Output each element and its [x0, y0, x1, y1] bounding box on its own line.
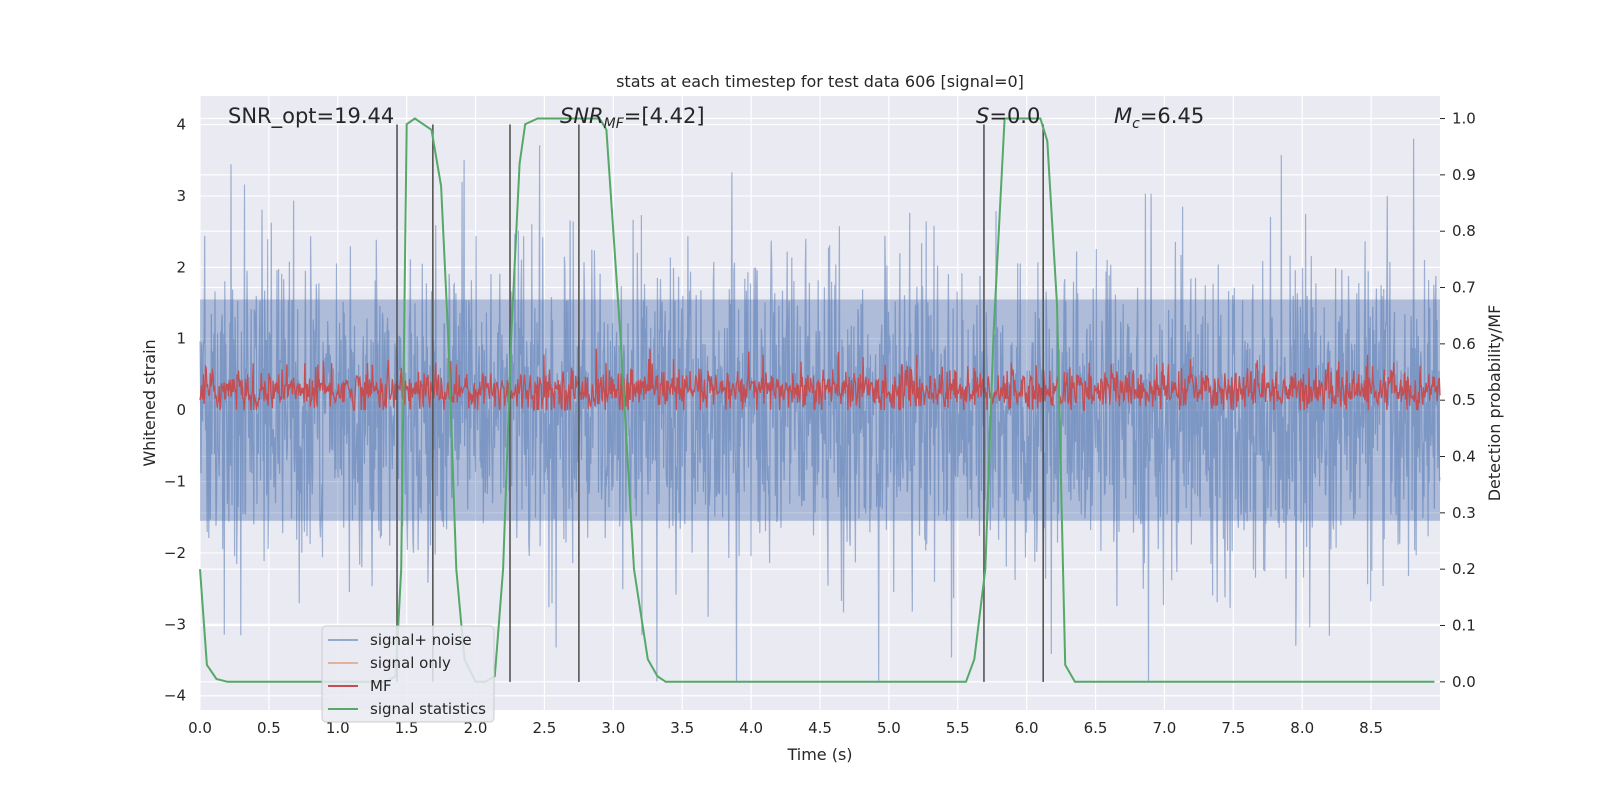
- mf-line: [199, 348, 1441, 412]
- x-tick-label: 3.0: [601, 719, 625, 737]
- annotation-snr-mf: SNRMF=[4.42]: [560, 104, 705, 132]
- x-tick-label: 7.5: [1221, 719, 1245, 737]
- annotation-snr-mf-value: =[4.42]: [624, 104, 705, 128]
- y-tick-label-right: 0.1: [1452, 617, 1476, 635]
- annotation-snr-mf-subscript: MF: [604, 116, 625, 132]
- annotation-snr-mf-symbol: SNR: [560, 104, 604, 128]
- x-tick-label: 7.0: [1153, 719, 1177, 737]
- y-tick-label: −2: [164, 544, 186, 562]
- y-tick-label-right: 0.7: [1452, 279, 1476, 297]
- y-tick-label: −3: [164, 615, 186, 633]
- x-tick-label: 2.0: [464, 719, 488, 737]
- x-tick-label: 4.0: [739, 719, 763, 737]
- y-tick-label: 4: [176, 116, 186, 134]
- annotation-snr-opt: SNR_opt=19.44: [228, 104, 394, 129]
- signal-statistics-series: [199, 117, 1435, 683]
- annotation-mc-value: =6.45: [1140, 104, 1204, 128]
- signal-noise-line: [199, 138, 1441, 682]
- legend-label-signal-only: signal only: [370, 654, 451, 672]
- y-axis-label-right: Detection probability/MF: [1485, 305, 1504, 502]
- x-tick-label: 8.5: [1359, 719, 1383, 737]
- x-tick-label: 5.0: [877, 719, 901, 737]
- x-tick-label: 8.0: [1290, 719, 1314, 737]
- y-tick-label: 3: [176, 187, 186, 205]
- x-tick-label: 0.5: [257, 719, 281, 737]
- signal-noise-band: [200, 299, 1440, 521]
- x-tick-label: 1.5: [395, 719, 419, 737]
- annotation-mc-subscript: c: [1132, 116, 1140, 132]
- y-tick-label-right: 0.0: [1452, 673, 1476, 691]
- x-tick-label: 2.5: [533, 719, 557, 737]
- y-tick-label-right: 0.5: [1452, 391, 1476, 409]
- annotation-mc: Mc=6.45: [1114, 104, 1204, 132]
- x-axis-label: Time (s): [786, 745, 852, 764]
- x-tick-label: 4.5: [808, 719, 832, 737]
- chart-title: stats at each timestep for test data 606…: [616, 72, 1024, 91]
- y-ticks-left: 4 3 2 1 0 −1 −2 −3 −4: [164, 116, 186, 705]
- x-ticks: 0.0 0.5 1.0 1.5 2.0 2.5 3.0 3.5 4.0 4.5 5.0 5.5 6.0 6…: [188, 719, 1383, 737]
- y-tick-label-right: 0.6: [1452, 335, 1476, 353]
- x-tick-label: 0.0: [188, 719, 212, 737]
- annotation-mc-symbol: M: [1114, 104, 1132, 128]
- signal-statistics-line: [199, 117, 1435, 683]
- vertical-lines: [396, 124, 1044, 682]
- legend-label-mf: MF: [370, 677, 392, 695]
- y-tick-label: −4: [164, 687, 186, 705]
- y-ticks-right: 1.0 0.9 0.8 0.7 0.6 0.5 0.4 0.3 0.2 0.1 0.0: [1440, 110, 1476, 691]
- annotation-s: S=0.0: [976, 104, 1040, 128]
- signal-noise-series: [199, 138, 1441, 682]
- x-tick-label: 3.5: [670, 719, 694, 737]
- legend-label-stats: signal statistics: [370, 700, 486, 718]
- y-tick-label: −1: [164, 473, 186, 491]
- legend-box: [321, 625, 495, 723]
- y-tick-label-right: 1.0: [1452, 110, 1476, 128]
- y-tick-label: 2: [176, 258, 186, 276]
- x-tick-label: 6.0: [1015, 719, 1039, 737]
- legend-label-noise: signal+ noise: [370, 631, 472, 649]
- y-tick-label-right: 0.8: [1452, 222, 1476, 240]
- legend: signal+ noise signal only MF signal stat…: [321, 625, 495, 723]
- y-tick-label: 0: [176, 401, 186, 419]
- x-tick-label: 6.5: [1084, 719, 1108, 737]
- y-tick-label: 1: [176, 330, 186, 348]
- y-tick-label-right: 0.9: [1452, 166, 1476, 184]
- y-tick-label-right: 0.3: [1452, 504, 1476, 522]
- x-tick-label: 5.5: [946, 719, 970, 737]
- mf-series: [199, 348, 1441, 412]
- annotation-s-value: =0.0: [989, 104, 1040, 128]
- y-tick-label-right: 0.2: [1452, 560, 1476, 578]
- y-axis-label: Whitened strain: [140, 339, 159, 466]
- x-tick-label: 1.0: [326, 719, 350, 737]
- annotation-s-symbol: S: [976, 104, 989, 128]
- y-tick-label-right: 0.4: [1452, 448, 1476, 466]
